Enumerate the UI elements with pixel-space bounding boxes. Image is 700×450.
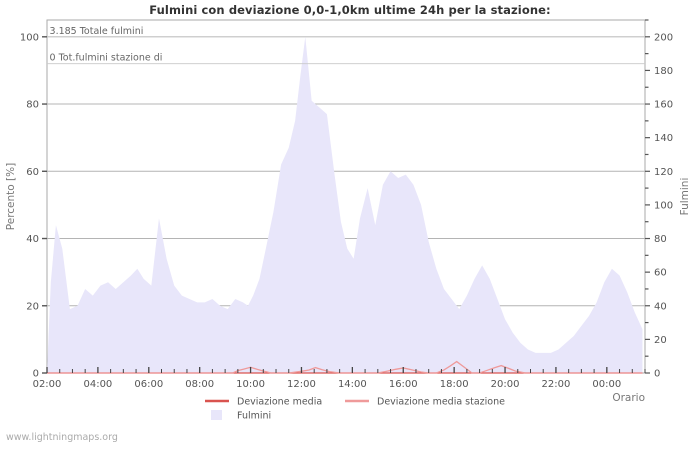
y-axis-right-tick-label: 60 (654, 268, 667, 279)
y-axis-right-tick-label: 140 (654, 133, 673, 144)
y-axis-right-tick-label: 100 (654, 200, 673, 211)
legend-item-label[interactable]: Deviazione media stazione (377, 397, 505, 408)
y-axis-left-tick-label: 0 (33, 369, 39, 380)
y-axis-left-label: Percento [%] (5, 163, 17, 230)
x-axis-tick-label: 16:00 (389, 379, 418, 390)
chart-legend: Deviazione media Deviazione media stazion… (205, 397, 505, 422)
x-axis-tick-label: 02:00 (33, 379, 62, 390)
y-axis-left-tick-label: 40 (26, 234, 39, 245)
y-axis-right-tick-label: 80 (654, 234, 667, 245)
chart-annotations: 3.185 Totale fulmini 0 Tot.fulmini stazio… (47, 26, 645, 65)
x-axis-tick-label: 08:00 (185, 379, 214, 390)
x-axis-tick-label: 10:00 (236, 379, 265, 390)
legend-item-label[interactable]: Fulmini (237, 411, 271, 422)
y-axis-right-ticks: 0 20 40 60 80 100 120 140 160 180 200 (645, 19, 673, 380)
y-axis-left-tick-label: 100 (20, 32, 39, 43)
x-axis-tick-label: 14:00 (338, 379, 367, 390)
legend-swatch-area (211, 410, 222, 420)
x-axis-tick-label: 18:00 (440, 379, 469, 390)
x-axis-tick-label: 20:00 (491, 379, 520, 390)
x-axis-tick-label: 22:00 (542, 379, 571, 390)
x-axis-tick-label: 12:00 (287, 379, 316, 390)
y-axis-right-tick-label: 0 (654, 369, 660, 380)
chart-annotation-label: 0 Tot.fulmini stazione di (50, 53, 163, 64)
x-axis-tick-label: 04:00 (83, 379, 112, 390)
x-axis-tick-label: 00:00 (592, 379, 621, 390)
chart-annotation-label: 3.185 Totale fulmini (50, 26, 144, 37)
y-axis-left-ticks: 0 20 40 60 80 100 (20, 32, 47, 380)
y-axis-right-tick-label: 200 (654, 32, 673, 43)
page-title: Fulmini con deviazione 0,0-1,0km ultime … (149, 3, 551, 17)
x-axis-label: Orario (612, 392, 645, 404)
footer-url: www.lightningmaps.org (6, 432, 118, 443)
series-fulmini-area (47, 36, 643, 374)
area-fulmini (47, 36, 643, 374)
y-axis-right-label: Fulmini (679, 178, 691, 216)
x-axis-tick-label: 06:00 (134, 379, 163, 390)
y-axis-left-tick-label: 20 (26, 301, 39, 312)
y-axis-right-tick-label: 180 (654, 66, 673, 77)
y-axis-right-tick-label: 120 (654, 167, 673, 178)
y-axis-left-tick-label: 80 (26, 100, 39, 111)
y-axis-left-tick-label: 60 (26, 167, 39, 178)
y-axis-right-tick-label: 20 (654, 335, 667, 346)
y-axis-right-tick-label: 160 (654, 100, 673, 111)
x-axis-ticks: 02:00 04:00 06:00 08:00 10:00 12:00 14:00 16:00… (33, 367, 646, 390)
y-axis-right-tick-label: 40 (654, 301, 667, 312)
legend-item-label[interactable]: Deviazione media (237, 397, 322, 408)
